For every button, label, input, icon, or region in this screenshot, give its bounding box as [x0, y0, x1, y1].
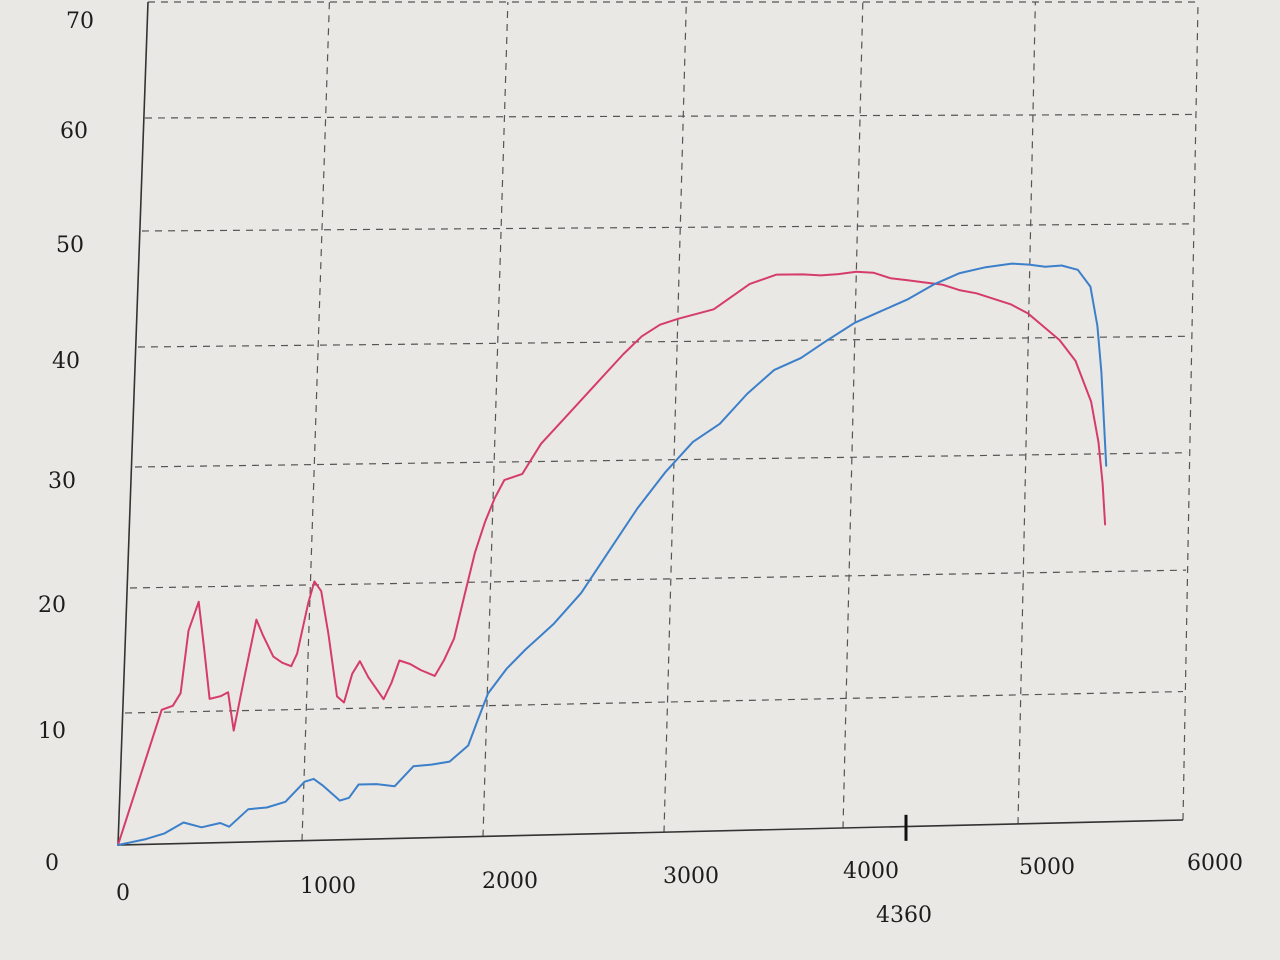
series-layer	[117, 262, 1108, 846]
y-tick-label: 60	[60, 119, 88, 144]
y-tick-label: 20	[38, 593, 66, 618]
label-layer: 4360 0 10 20 30 40 50 60 70 0 1000 2000 3000 4000 5000…	[38, 9, 1243, 928]
x-tick-label: 2000	[482, 869, 538, 894]
y-tick-label: 10	[38, 719, 66, 744]
grid-line-x-5000	[1017, 1, 1036, 825]
grid-line-x-6000	[1182, 1, 1199, 821]
grid-line-y-50	[141, 223, 1194, 232]
y-axis	[117, 1, 149, 846]
x-tick-label: 1000	[300, 874, 356, 899]
x-tick-label: 4000	[843, 859, 899, 884]
grid-line-x-2000	[482, 1, 509, 837]
grid-layer	[124, 1, 1199, 841]
grid-line-y-10	[124, 690, 1184, 714]
series-line-1	[117, 270, 1107, 846]
y-tick-label: 40	[52, 349, 80, 374]
x-tick-label: 5000	[1019, 855, 1075, 880]
grid-line-x-3000	[663, 1, 687, 833]
x-tick-label: 0	[116, 881, 130, 906]
x-tick-label: 3000	[663, 864, 719, 889]
y-tick-label: 70	[66, 9, 94, 34]
series-line-2	[117, 262, 1108, 846]
axis-layer	[117, 1, 1184, 846]
x-axis	[117, 819, 1184, 846]
x-tick-label: 6000	[1187, 851, 1243, 876]
grid-line-x-1000	[301, 1, 331, 841]
grid-line-x-4000	[842, 1, 864, 829]
grid-line-y-20	[129, 569, 1187, 589]
y-tick-label: 0	[45, 851, 59, 876]
grid-line-y-40	[137, 335, 1191, 348]
y-tick-label: 50	[56, 233, 84, 258]
rpm-marker-label: 4360	[876, 903, 932, 928]
y-tick-label: 30	[48, 469, 76, 494]
grid-line-y-30	[134, 452, 1189, 468]
grid-line-y-60	[144, 113, 1197, 119]
